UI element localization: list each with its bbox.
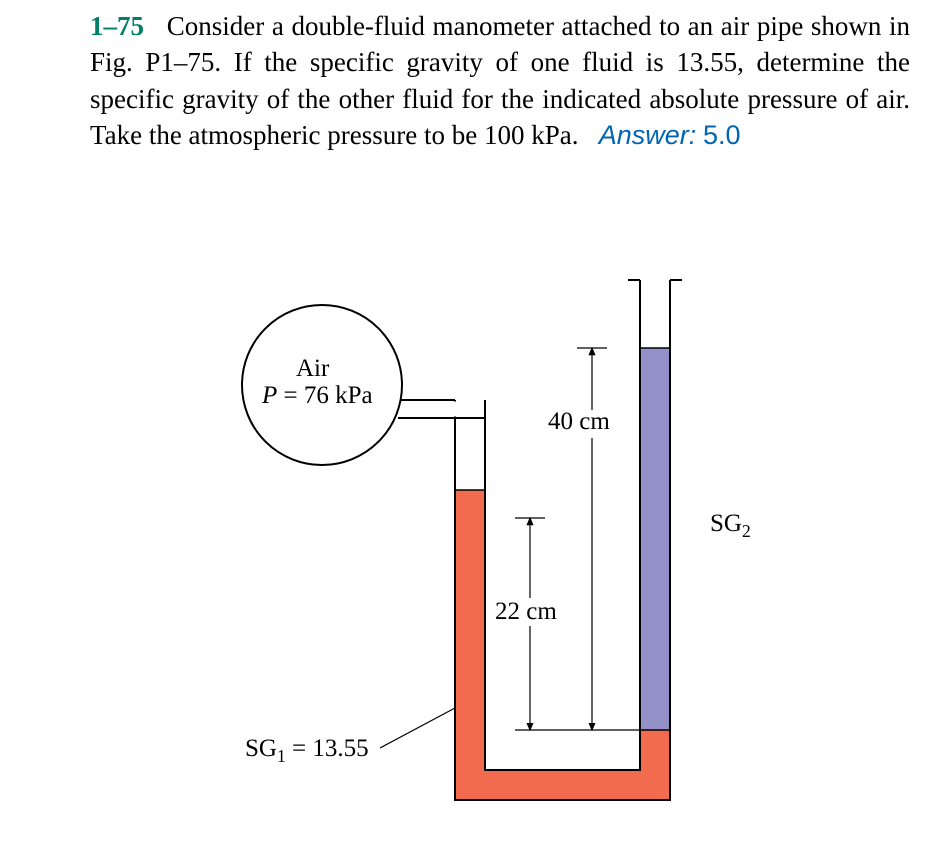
u-tube-outer bbox=[455, 280, 670, 800]
problem-statement: 1–75 Consider a double-fluid manometer a… bbox=[90, 8, 910, 154]
dim-22-label: 22 cm bbox=[495, 598, 557, 626]
u-tube-inner bbox=[485, 280, 640, 770]
figure-p1-75: Air P = 76 kPa 40 cm 22 cm SG2 SG1 = 13.… bbox=[90, 260, 910, 840]
sg1-pointer bbox=[380, 708, 455, 748]
sg1-label: SG1 = 13.55 bbox=[245, 735, 369, 767]
fluid-2-region bbox=[640, 348, 670, 730]
problem-body: Consider a double-fluid manometer attach… bbox=[90, 11, 910, 150]
fluid-1-region bbox=[455, 490, 670, 800]
problem-number: 1–75 bbox=[90, 11, 144, 41]
pressure-label: P = 76 kPa bbox=[262, 382, 373, 410]
air-label: Air bbox=[296, 355, 329, 383]
manometer-svg bbox=[90, 260, 910, 840]
dim-40-label: 40 cm bbox=[548, 408, 610, 436]
answer-value: 5.0 bbox=[703, 120, 741, 150]
sg2-label: SG2 bbox=[710, 510, 751, 542]
answer-label: Answer: bbox=[599, 120, 697, 150]
